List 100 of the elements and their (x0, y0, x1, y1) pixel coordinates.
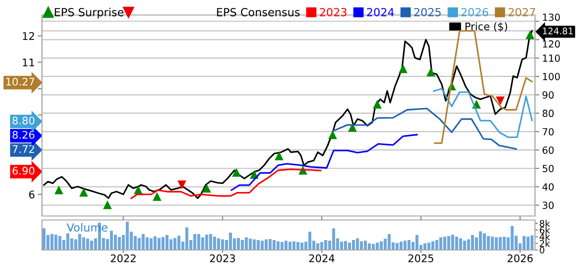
bar (439, 237, 442, 250)
x-tick-label: 2026 (508, 254, 533, 262)
bar (459, 238, 462, 250)
bar (209, 234, 212, 250)
bar (396, 243, 399, 250)
legend-label: 2023 (320, 8, 346, 16)
bar (408, 240, 411, 250)
bar (467, 239, 470, 250)
bar (78, 234, 82, 250)
point (202, 184, 212, 193)
bar (240, 240, 244, 250)
bar (316, 243, 320, 250)
bar (320, 242, 324, 250)
y2-tick-label: 90 (542, 91, 554, 99)
bar (146, 237, 149, 250)
bar (415, 235, 418, 250)
x-tick-label: 2022 (110, 254, 136, 262)
bar (276, 241, 280, 250)
y-tick-label: 8.26 (12, 130, 34, 139)
bar (498, 237, 502, 250)
bar (169, 239, 172, 250)
y-tick-label: 0 (540, 246, 544, 254)
bar (494, 237, 498, 250)
y-tick-label: 4k (540, 233, 550, 240)
bar (142, 234, 145, 250)
y2-tick-label: 60 (542, 146, 554, 154)
bar (217, 238, 220, 250)
bar (82, 237, 86, 250)
bar (423, 243, 426, 250)
bar (114, 234, 117, 250)
bar (284, 240, 288, 250)
y-tick-label: 6k (540, 226, 550, 234)
bar (404, 240, 407, 250)
bar (348, 242, 351, 250)
legend-title: EPS Consensus (217, 8, 300, 16)
y-tick-label: 12 (22, 32, 34, 40)
bar (221, 239, 224, 250)
legend-label: 2026 (461, 8, 488, 16)
bar (42, 228, 46, 250)
legend-label: 2025 (414, 8, 441, 16)
bar (288, 242, 292, 250)
bar (268, 239, 272, 250)
bar (248, 238, 252, 250)
bar (368, 243, 371, 250)
point (328, 130, 338, 140)
bar (90, 240, 94, 250)
point (232, 168, 241, 177)
point (372, 100, 382, 109)
point (152, 192, 162, 201)
y-tick-label: 6 (29, 190, 34, 198)
bar (300, 242, 304, 250)
point (54, 185, 64, 194)
bar (50, 234, 54, 250)
bar (213, 236, 216, 250)
bar (332, 228, 336, 250)
bar (197, 234, 200, 250)
bar (158, 238, 161, 250)
bar (228, 232, 232, 250)
bar (360, 241, 363, 250)
bar (118, 237, 121, 250)
y-tick-label: 8.80 (12, 116, 34, 124)
bar (162, 237, 165, 250)
point (398, 64, 408, 74)
point (274, 151, 284, 160)
bar (185, 227, 188, 250)
line-series (230, 134, 418, 191)
bar (388, 234, 391, 250)
y-tick-label: 8k (540, 220, 550, 227)
y2-tick-label: 100 (543, 72, 560, 80)
bar (490, 236, 494, 250)
bar (110, 230, 113, 250)
bar (244, 237, 248, 250)
y2-tick-label: 30 (542, 202, 554, 209)
bar (427, 242, 430, 250)
bar (205, 234, 208, 250)
y2-tick-label: 130 (543, 14, 560, 21)
bar (364, 240, 367, 250)
y2-tick-label: 80 (542, 110, 554, 118)
bar (308, 232, 312, 250)
y2-tick-label: 110 (543, 54, 560, 62)
point (496, 96, 505, 106)
bar (431, 241, 434, 250)
line-series (433, 88, 533, 138)
y2-tick-label: 70 (542, 128, 554, 136)
bar (292, 241, 296, 250)
bar (463, 240, 466, 250)
bar (54, 234, 58, 250)
bar (272, 240, 276, 250)
bar (376, 242, 379, 250)
bar (344, 241, 348, 250)
bar (400, 242, 403, 250)
bar (526, 236, 530, 250)
bar (126, 222, 129, 250)
point (177, 180, 186, 190)
bar (138, 238, 141, 250)
bar (264, 239, 268, 250)
bar (435, 240, 438, 250)
bar (510, 226, 514, 250)
bar (260, 240, 264, 250)
bar (166, 235, 168, 250)
